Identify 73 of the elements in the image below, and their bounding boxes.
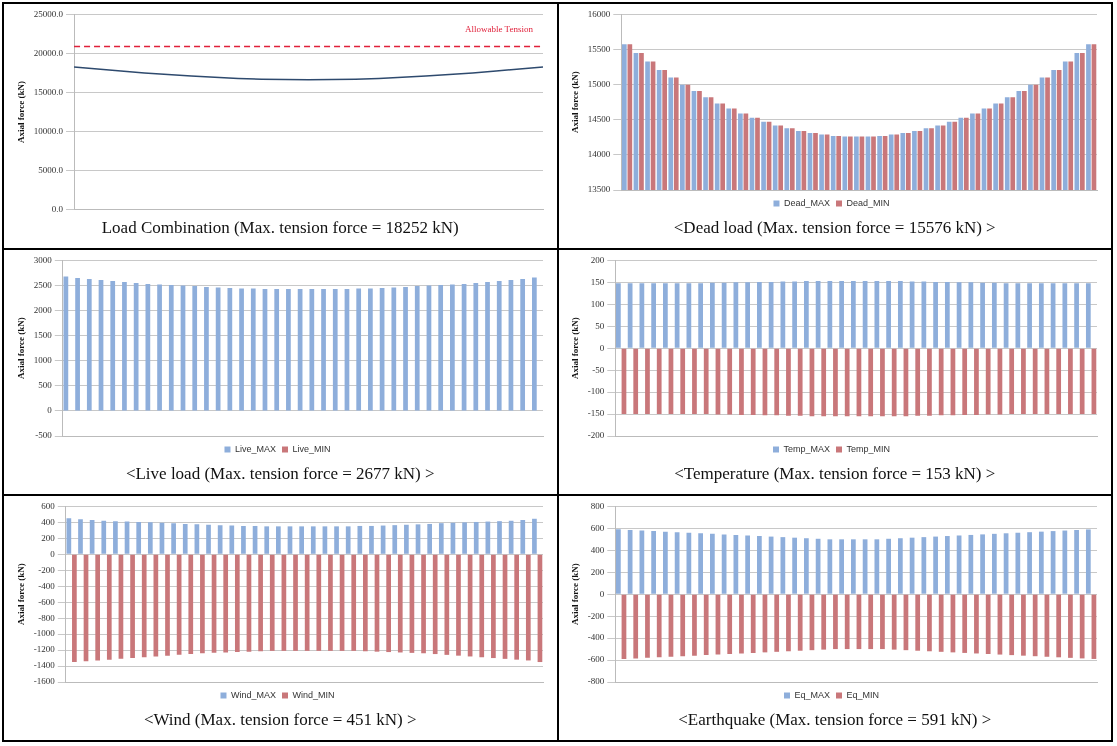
y-tick-label: 13500 (588, 184, 612, 195)
y-tick-label: 0 (50, 548, 56, 559)
text: <Earthquake (Max. tension force = 591 kN) > (677, 710, 993, 730)
y-tick-label: -1200 (33, 644, 56, 655)
y-tick-label: -200 (38, 564, 56, 575)
y-tick-label: 0.0 (51, 203, 64, 214)
y-tick-label: 500 (38, 380, 53, 391)
y-axis-title: Axial force (kN) (569, 317, 580, 380)
y-tick-label: 16000 (588, 8, 612, 19)
y-tick-label: -150 (588, 408, 606, 419)
y-tick-label: -400 (38, 580, 56, 591)
y-tick-label: 15000 (588, 79, 612, 89)
y-tick-label: 200 (591, 254, 606, 265)
y-tick-label: 15500 (588, 43, 612, 54)
y-tick-label: 14500 (588, 114, 612, 125)
text: Load Combination (Max. tension force = 18252 kN) (100, 218, 460, 238)
y-axis-title: Axial force (kN) (569, 71, 580, 134)
y-tick-label: 1000 (33, 355, 53, 366)
y-tick-label: 200 (41, 532, 56, 543)
ref-line-label: Allowable Tension (464, 24, 534, 35)
text: <Dead load (Max. tension force = 15576 kN) > (672, 218, 997, 238)
y-tick-label: -600 (38, 596, 56, 607)
y-tick-label: 50 (595, 320, 606, 331)
y-tick-label: 5000.0 (38, 164, 64, 175)
y-tick-label: 150 (591, 276, 606, 287)
y-tick-label: -50 (592, 364, 606, 375)
y-tick-label: 14000 (588, 149, 612, 160)
y-tick-label: -800 (38, 612, 56, 623)
y-tick-label: 25000.0 (33, 8, 64, 19)
y-tick-label: 800 (591, 500, 606, 511)
y-tick-label: 400 (591, 544, 606, 555)
y-axis-title: Axial force (kN) (15, 563, 26, 626)
y-tick-label: -500 (35, 430, 53, 441)
legend-label: Temp_MAX (783, 443, 831, 454)
y-tick-label: 0 (600, 588, 606, 599)
text: <Wind (Max. tension force = 451 kN) > (142, 710, 418, 730)
y-tick-label: 100 (591, 298, 606, 309)
legend-label: Eq_MAX (794, 689, 831, 700)
text: <Temperature (Max. tension force = 153 kN) > (673, 464, 997, 484)
y-tick-label: -200 (588, 430, 606, 441)
legend-label: Dead_MAX (784, 197, 831, 208)
y-tick-label: 600 (41, 500, 56, 511)
legend-label: Dead_MIN (846, 197, 890, 208)
y-axis-title: Axial force (kN) (15, 81, 26, 143)
legend-label: Temp_MIN (846, 443, 891, 454)
y-tick-label: 3000 (33, 254, 53, 265)
y-tick-label: 1500 (33, 330, 53, 341)
legend-label: Wind_MAX (230, 689, 276, 700)
text: <Live load (Max. tension force = 2677 kN) > (124, 464, 436, 484)
y-axis-title: Axial force (kN) (569, 563, 580, 626)
legend-label: Eq_MIN (846, 689, 880, 700)
legend-label: Live_MIN (292, 443, 331, 454)
y-tick-label: -600 (588, 654, 606, 665)
y-tick-label: -1400 (33, 660, 56, 671)
y-tick-label: 2500 (33, 279, 53, 290)
y-tick-label: 200 (591, 566, 606, 577)
y-tick-label: 0 (600, 342, 606, 353)
legend-label: Wind_MIN (292, 689, 335, 700)
y-tick-label: -200 (588, 610, 606, 621)
y-tick-label: -800 (588, 676, 606, 687)
y-tick-label: 400 (41, 516, 56, 527)
y-axis-title: Axial force (kN) (15, 317, 26, 380)
y-tick-label: 600 (591, 522, 606, 533)
y-tick-label: 2000 (33, 304, 53, 315)
legend-label: Live_MAX (234, 443, 276, 454)
y-tick-label: -100 (588, 386, 606, 397)
y-tick-label: -1000 (33, 628, 56, 639)
y-tick-label: 0 (47, 405, 53, 416)
y-tick-label: -1600 (33, 676, 56, 687)
y-tick-label: 10000.0 (33, 125, 64, 136)
y-tick-label: 20000.0 (33, 47, 64, 58)
y-tick-label: 15000.0 (33, 86, 64, 97)
y-tick-label: -400 (588, 632, 606, 643)
